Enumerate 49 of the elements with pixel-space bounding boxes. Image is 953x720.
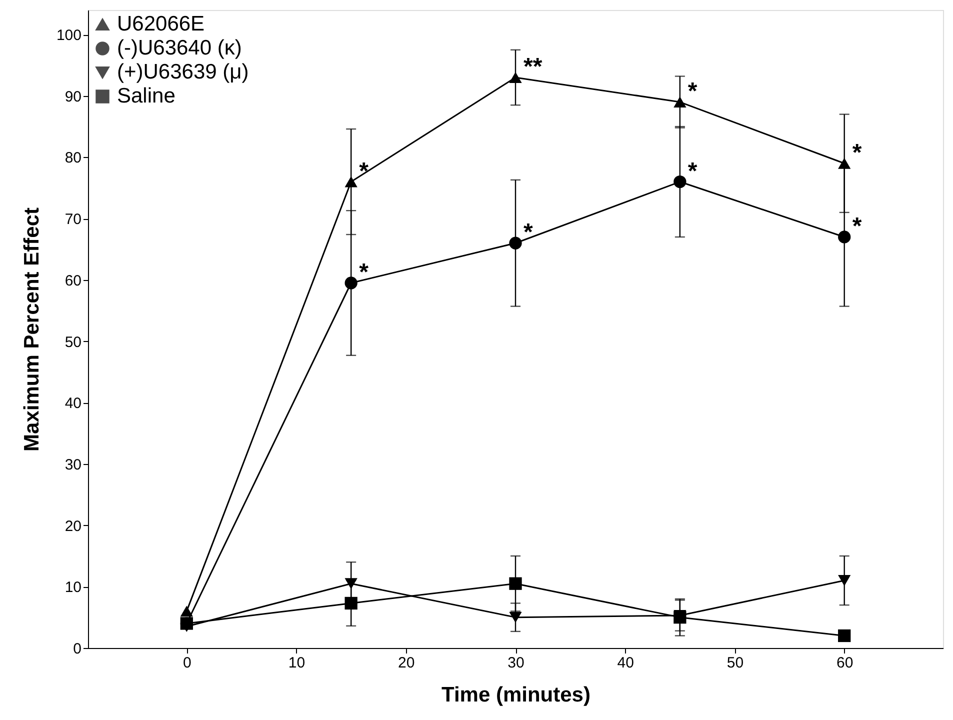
annotation: * <box>852 139 862 166</box>
x-tick-label: 50 <box>726 654 744 672</box>
point <box>674 175 686 188</box>
y-tick-label: 30 <box>64 456 82 474</box>
y-tick-label: 60 <box>64 272 82 290</box>
point <box>180 606 193 617</box>
y-tick-label: 0 <box>73 640 82 658</box>
annotation: ** <box>524 53 543 80</box>
y-tick-label: 10 <box>64 579 82 596</box>
point <box>674 611 686 624</box>
y-tick-label: 40 <box>64 395 82 412</box>
point <box>344 596 358 610</box>
y-tick-label: 90 <box>64 88 82 106</box>
x-tick-label: 60 <box>836 654 854 672</box>
legend-label: (+)U63639 (μ) <box>117 60 249 84</box>
annotation: * <box>688 78 698 106</box>
point <box>344 176 358 188</box>
x-tick-label: 30 <box>508 654 524 672</box>
x-tick-label: 40 <box>617 654 634 672</box>
y-tick-label: 70 <box>64 211 82 228</box>
x-tick-label: 20 <box>398 654 415 672</box>
point <box>838 230 851 244</box>
x-tick-label: 10 <box>288 654 306 672</box>
x-axis-title: Time (minutes) <box>442 684 590 706</box>
y-tick-label: 20 <box>64 518 82 535</box>
point <box>344 276 358 290</box>
y-tick-label: 100 <box>56 27 82 44</box>
legend-label: (-)U63640 (κ) <box>117 36 242 60</box>
point <box>344 578 358 590</box>
legend-label: Saline <box>117 84 176 108</box>
y-tick-label: 80 <box>64 150 82 167</box>
point <box>509 72 522 83</box>
point <box>509 612 522 623</box>
x-tick-label: 0 <box>182 654 192 672</box>
y-axis-title: Maximum Percent Effect <box>20 208 44 452</box>
legend-label: U62066E <box>117 12 205 36</box>
annotation: * <box>359 158 370 185</box>
point <box>838 158 851 169</box>
annotation: * <box>852 212 862 240</box>
point <box>838 629 851 642</box>
point <box>509 577 522 590</box>
annotation: * <box>524 219 534 246</box>
annotation: * <box>688 158 698 185</box>
point <box>180 617 193 630</box>
point <box>838 575 851 586</box>
point <box>674 96 686 108</box>
annotation: * <box>359 258 370 286</box>
y-tick-label: 50 <box>64 334 82 351</box>
point <box>509 236 522 250</box>
